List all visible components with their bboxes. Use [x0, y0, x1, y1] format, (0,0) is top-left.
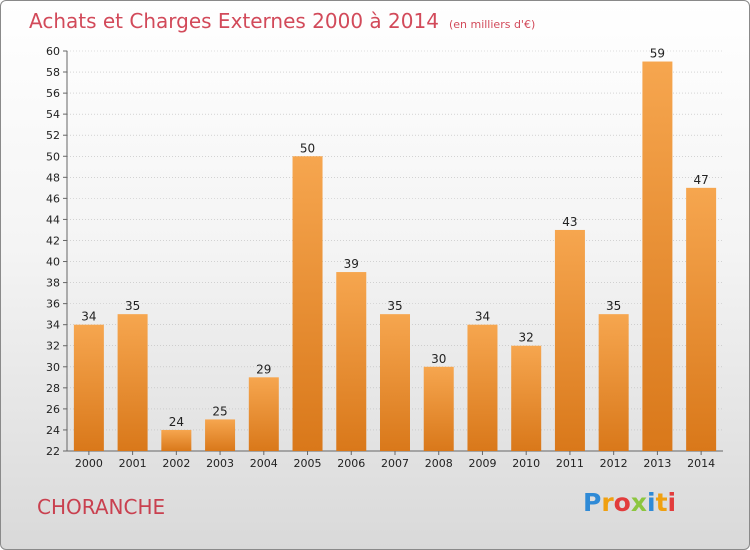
y-tick-label: 38 [46, 277, 60, 290]
x-tick-label: 2000 [75, 457, 103, 470]
bar-value-label: 50 [300, 141, 315, 155]
bar [598, 314, 629, 451]
y-tick-label: 60 [46, 45, 60, 58]
y-tick-label: 30 [46, 361, 60, 374]
x-tick-label: 2010 [512, 457, 540, 470]
y-tick-label: 46 [46, 192, 60, 205]
logo-letter: i [667, 488, 677, 517]
bar-value-label: 39 [344, 257, 359, 271]
bar-value-label: 35 [125, 299, 140, 313]
x-tick-label: 2005 [294, 457, 322, 470]
bar [467, 324, 498, 451]
bar [248, 377, 279, 451]
bar-value-label: 29 [256, 362, 271, 376]
logo-letter: i [647, 488, 656, 517]
bar-value-label: 43 [562, 215, 577, 229]
y-tick-label: 42 [46, 234, 60, 247]
y-tick-label: 44 [46, 213, 60, 226]
bar [205, 419, 236, 451]
proxiti-logo: Proxiti [583, 488, 676, 517]
bars [73, 61, 717, 452]
y-tick-label: 36 [46, 298, 60, 311]
y-tick-label: 54 [46, 108, 60, 121]
logo-letter: P [583, 488, 602, 517]
bar [554, 229, 585, 451]
y-tick-label: 32 [46, 340, 60, 353]
x-tick-label: 2006 [337, 457, 365, 470]
y-tick-label: 28 [46, 382, 60, 395]
chart-title: Achats et Charges Externes 2000 à 2014 [29, 9, 439, 33]
bar [117, 314, 148, 451]
bar-value-label: 47 [693, 173, 708, 187]
bar-value-label: 25 [212, 404, 227, 418]
x-tick-label: 2008 [425, 457, 453, 470]
y-tick-label: 56 [46, 87, 60, 100]
bar [511, 345, 542, 451]
y-tick-label: 34 [46, 319, 60, 332]
y-tick-label: 50 [46, 150, 60, 163]
town-name: CHORANCHE [37, 495, 166, 519]
bar [423, 366, 454, 451]
logo-letter: r [601, 488, 614, 517]
x-tick-label: 2007 [381, 457, 409, 470]
bar-value-label: 59 [650, 47, 665, 61]
x-tick-label: 2002 [162, 457, 190, 470]
logo-letter: t [655, 488, 668, 517]
y-tick-label: 58 [46, 66, 60, 79]
chart-unit-note: (en milliers d'€) [448, 18, 536, 31]
x-tick-label: 2001 [119, 457, 147, 470]
x-tick-label: 2011 [556, 457, 584, 470]
labels: 22 24 26 28 30 32 34 36 38 40 42 44 46 48 50 52 54 56 58 60… [46, 45, 715, 470]
bar [336, 272, 367, 451]
bar [686, 187, 717, 451]
x-tick-label: 2004 [250, 457, 278, 470]
chart-title-block: Achats et Charges Externes 2000 à 2014 (e… [29, 9, 535, 33]
bar-value-label: 34 [475, 310, 490, 324]
x-tick-label: 2013 [643, 457, 671, 470]
bar [380, 314, 410, 451]
bar-value-label: 35 [606, 299, 621, 313]
x-tick-label: 2003 [206, 457, 234, 470]
x-tick-label: 2014 [687, 457, 715, 470]
bar-value-label: 35 [387, 299, 402, 313]
y-tick-label: 22 [46, 445, 60, 458]
bar [73, 324, 104, 451]
bar-value-label: 30 [431, 352, 446, 366]
logo-letter: o [613, 488, 631, 517]
logo-letter: x [630, 488, 647, 517]
x-tick-label: 2012 [600, 457, 628, 470]
y-tick-label: 24 [46, 424, 60, 437]
x-tick-label: 2009 [468, 457, 496, 470]
y-tick-label: 26 [46, 403, 60, 416]
bar-value-label: 32 [519, 331, 534, 345]
bar [161, 429, 192, 451]
bar-value-label: 24 [169, 415, 184, 429]
bar [642, 61, 673, 452]
y-tick-label: 40 [46, 256, 60, 269]
y-tick-label: 52 [46, 129, 60, 142]
bar-value-label: 34 [81, 310, 96, 324]
bar [292, 156, 323, 451]
y-tick-label: 48 [46, 171, 60, 184]
